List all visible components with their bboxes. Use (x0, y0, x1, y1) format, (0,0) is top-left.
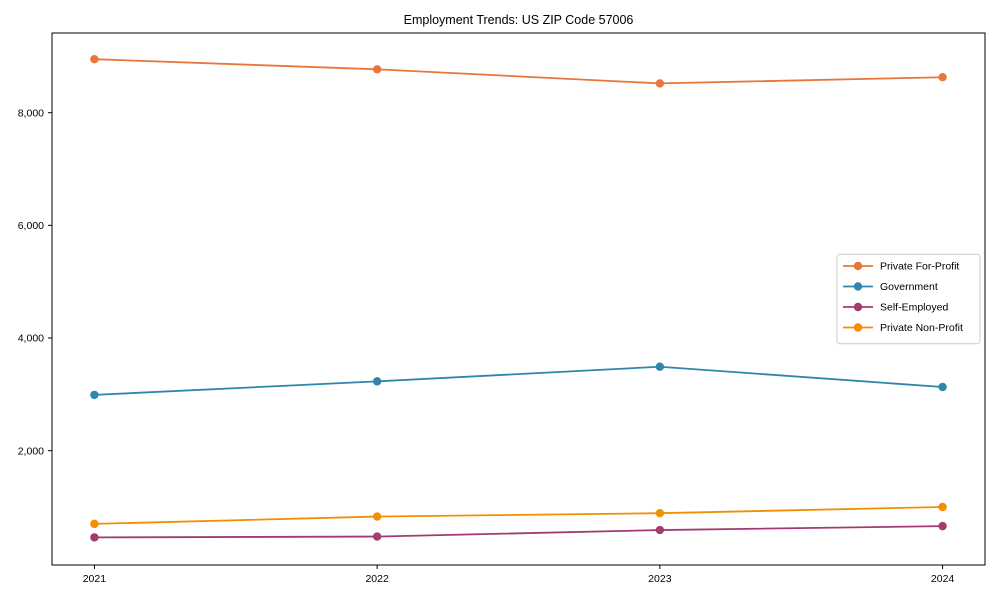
x-tick-label: 2023 (648, 573, 672, 585)
data-point-government-2022 (372, 377, 382, 386)
x-tick-label: 2024 (931, 573, 955, 585)
data-point-self-employed-2022 (372, 532, 382, 541)
legend-marker-private-non-profit (853, 323, 863, 332)
y-tick-label: 2,000 (18, 445, 44, 457)
data-point-government-2024 (938, 382, 947, 392)
data-point-private-for-profit-2023 (655, 79, 665, 88)
y-tick-label: 4,000 (18, 333, 44, 345)
data-point-self-employed-2021 (90, 533, 99, 542)
data-point-private-non-profit-2021 (90, 519, 99, 529)
legend-marker-private-for-profit (853, 261, 863, 271)
data-point-private-non-profit-2022 (372, 512, 382, 521)
data-point-private-for-profit-2024 (938, 73, 947, 82)
data-point-government-2021 (90, 390, 99, 400)
y-tick-label: 6,000 (18, 220, 44, 232)
series-line-government (94, 365, 943, 396)
legend-label-private-for-profit: Private For-Profit (880, 261, 959, 273)
y-tick-label: 8,000 (18, 107, 44, 119)
data-point-private-for-profit-2021 (90, 54, 99, 64)
data-point-self-employed-2024 (938, 521, 947, 531)
data-point-self-employed-2023 (655, 525, 665, 535)
data-point-private-non-profit-2023 (655, 508, 665, 518)
series-line-private-non-profit (94, 506, 943, 525)
plot-border (51, 32, 986, 566)
data-point-private-non-profit-2024 (938, 502, 947, 512)
series-line-private-for-profit (94, 58, 943, 85)
legend-marker-self-employed (853, 302, 863, 312)
data-point-government-2023 (655, 362, 665, 371)
x-tick-label: 2021 (83, 573, 107, 585)
legend-box (836, 253, 981, 345)
legend-label-government: Government (880, 281, 938, 293)
legend-marker-government (853, 282, 863, 291)
x-tick-label: 2022 (365, 573, 389, 585)
legend-label-private-non-profit: Private Non-Profit (880, 322, 963, 334)
series-line-self-employed (94, 525, 943, 539)
chart-title: Employment Trends: US ZIP Code 57006 (403, 13, 634, 27)
data-point-private-for-profit-2022 (372, 65, 382, 74)
legend-label-self-employed: Self-Employed (880, 302, 948, 314)
